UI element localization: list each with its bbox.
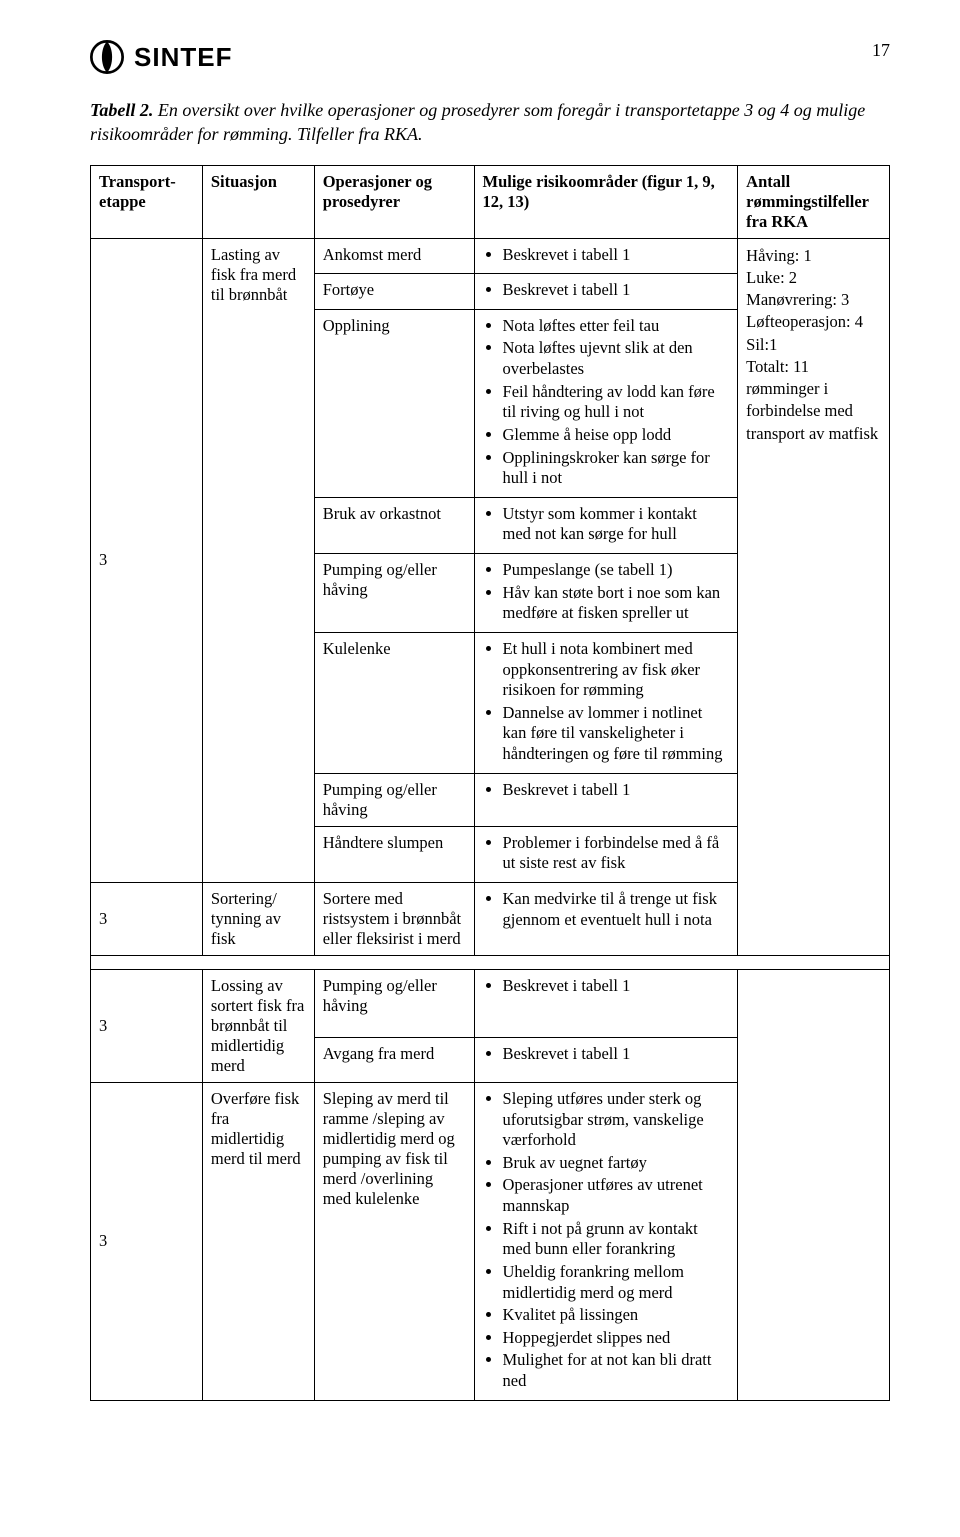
risk-item: Utstyr som kommer i kontakt med not kan … [503, 504, 730, 545]
caption-rest: En oversikt over hvilke operasjoner og p… [90, 100, 865, 144]
risk-item: Beskrevet i tabell 1 [503, 280, 730, 301]
risk-item: Nota løftes etter feil tau [503, 316, 730, 337]
risk-item: Hoppegjerdet slippes ned [503, 1328, 730, 1349]
col-risiko: Mulige risikoområder (figur 1, 9, 12, 13… [474, 165, 738, 238]
cell-situasjon: Overføre fisk fra midlertidig merd til m… [202, 1082, 314, 1400]
table-caption: Tabell 2. En oversikt over hvilke operas… [90, 98, 890, 147]
rka-line: Løfteoperasjon: 4 [746, 311, 881, 333]
risk-table: Transport-etappe Situasjon Operasjoner o… [90, 165, 890, 1401]
rka-line: Luke: 2 [746, 267, 881, 289]
cell-op: Kulelenke [314, 632, 474, 773]
cell-risk: Beskrevet i tabell 1 [474, 238, 738, 274]
rka-line: Manøvrering: 3 [746, 289, 881, 311]
risk-item: Uheldig forankring mellom midlertidig me… [503, 1262, 730, 1303]
risk-item: Pumpeslange (se tabell 1) [503, 560, 730, 581]
risk-item: Operasjoner utføres av utrenet mannskap [503, 1175, 730, 1216]
cell-risk: Et hull i nota kombinert med oppkonsentr… [474, 632, 738, 773]
page-number: 17 [872, 40, 890, 61]
cell-risk: Nota løftes etter feil tau Nota løftes u… [474, 309, 738, 497]
cell-risk: Beskrevet i tabell 1 [474, 274, 738, 310]
risk-item: Feil håndtering av lodd kan føre til riv… [503, 382, 730, 423]
table-row: 3 Lossing av sortert fisk fra brønnbåt t… [91, 969, 890, 1037]
risk-item: Kan medvirke til å trenge ut fisk gjenno… [503, 889, 730, 930]
page: 17 SINTEF Tabell 2. En oversikt over hvi… [0, 0, 960, 1441]
caption-lead: Tabell 2. [90, 100, 153, 120]
rka-line: Totalt: 11 rømminger i forbindelse med t… [746, 356, 881, 445]
risk-item: Bruk av uegnet fartøy [503, 1153, 730, 1174]
risk-item: Kvalitet på lissingen [503, 1305, 730, 1326]
risk-item: Håv kan støte bort i noe som kan medføre… [503, 583, 730, 624]
cell-situasjon: Sortering/ tynning av fisk [202, 882, 314, 955]
cell-op: Bruk av orkastnot [314, 497, 474, 553]
rka-line: Håving: 1 [746, 245, 881, 267]
risk-item: Nota løftes ujevnt slik at den overbelas… [503, 338, 730, 379]
cell-situasjon: Lasting av fisk fra merd til brønnbåt [202, 238, 314, 882]
risk-item: Sleping utføres under sterk og uforutsig… [503, 1089, 730, 1151]
cell-op: Sleping av merd til ramme /sleping av mi… [314, 1082, 474, 1400]
cell-risk: Beskrevet i tabell 1 [474, 969, 738, 1037]
cell-rka-empty [738, 969, 890, 1400]
risk-item: Problemer i forbindelse med å få ut sist… [503, 833, 730, 874]
rka-line: Sil:1 [746, 334, 881, 356]
col-situasjon: Situasjon [202, 165, 314, 238]
cell-op: Sortere med ristsystem i brønnbåt eller … [314, 882, 474, 955]
col-rka: Antall rømmingstilfeller fra RKA [738, 165, 890, 238]
cell-op: Pumping og/eller håving [314, 554, 474, 633]
cell-op: Pumping og/eller håving [314, 969, 474, 1037]
cell-op: Ankomst merd [314, 238, 474, 274]
table-row: 3 Lasting av fisk fra merd til brønnbåt … [91, 238, 890, 274]
cell-op: Avgang fra merd [314, 1037, 474, 1082]
cell-risk: Kan medvirke til å trenge ut fisk gjenno… [474, 882, 738, 955]
risk-item: Glemme å heise opp lodd [503, 425, 730, 446]
risk-item: Beskrevet i tabell 1 [503, 780, 730, 801]
cell-op: Pumping og/eller håving [314, 773, 474, 826]
cell-etappe: 3 [91, 238, 203, 882]
risk-item: Beskrevet i tabell 1 [503, 1044, 730, 1065]
risk-item: Mulighet for at not kan bli dratt ned [503, 1350, 730, 1391]
logo-text: SINTEF [134, 42, 232, 73]
cell-etappe: 3 [91, 882, 203, 955]
risk-item: Beskrevet i tabell 1 [503, 245, 730, 266]
risk-item: Beskrevet i tabell 1 [503, 976, 730, 997]
col-transportetappe: Transport-etappe [91, 165, 203, 238]
risk-item: Dannelse av lommer i notlinet kan føre t… [503, 703, 730, 765]
cell-etappe: 3 [91, 1082, 203, 1400]
cell-situasjon: Lossing av sortert fisk fra brønnbåt til… [202, 969, 314, 1082]
cell-op: Opplining [314, 309, 474, 497]
cell-risk: Utstyr som kommer i kontakt med not kan … [474, 497, 738, 553]
cell-rka: Håving: 1 Luke: 2 Manøvrering: 3 Løfteop… [738, 238, 890, 955]
cell-risk: Pumpeslange (se tabell 1) Håv kan støte … [474, 554, 738, 633]
table-header-row: Transport-etappe Situasjon Operasjoner o… [91, 165, 890, 238]
sintef-globe-icon [90, 40, 124, 74]
cell-op: Håndtere slumpen [314, 826, 474, 882]
cell-risk: Problemer i forbindelse med å få ut sist… [474, 826, 738, 882]
col-operasjoner: Operasjoner og prosedyrer [314, 165, 474, 238]
cell-op: Fortøye [314, 274, 474, 310]
risk-item: Et hull i nota kombinert med oppkonsentr… [503, 639, 730, 701]
cell-risk: Beskrevet i tabell 1 [474, 1037, 738, 1082]
cell-etappe: 3 [91, 969, 203, 1082]
risk-item: Oppliningskroker kan sørge for hull i no… [503, 448, 730, 489]
risk-item: Rift i not på grunn av kontakt med bunn … [503, 1219, 730, 1260]
cell-risk: Sleping utføres under sterk og uforutsig… [474, 1082, 738, 1400]
cell-risk: Beskrevet i tabell 1 [474, 773, 738, 826]
logo: SINTEF [90, 40, 890, 74]
table-gap [91, 955, 890, 969]
